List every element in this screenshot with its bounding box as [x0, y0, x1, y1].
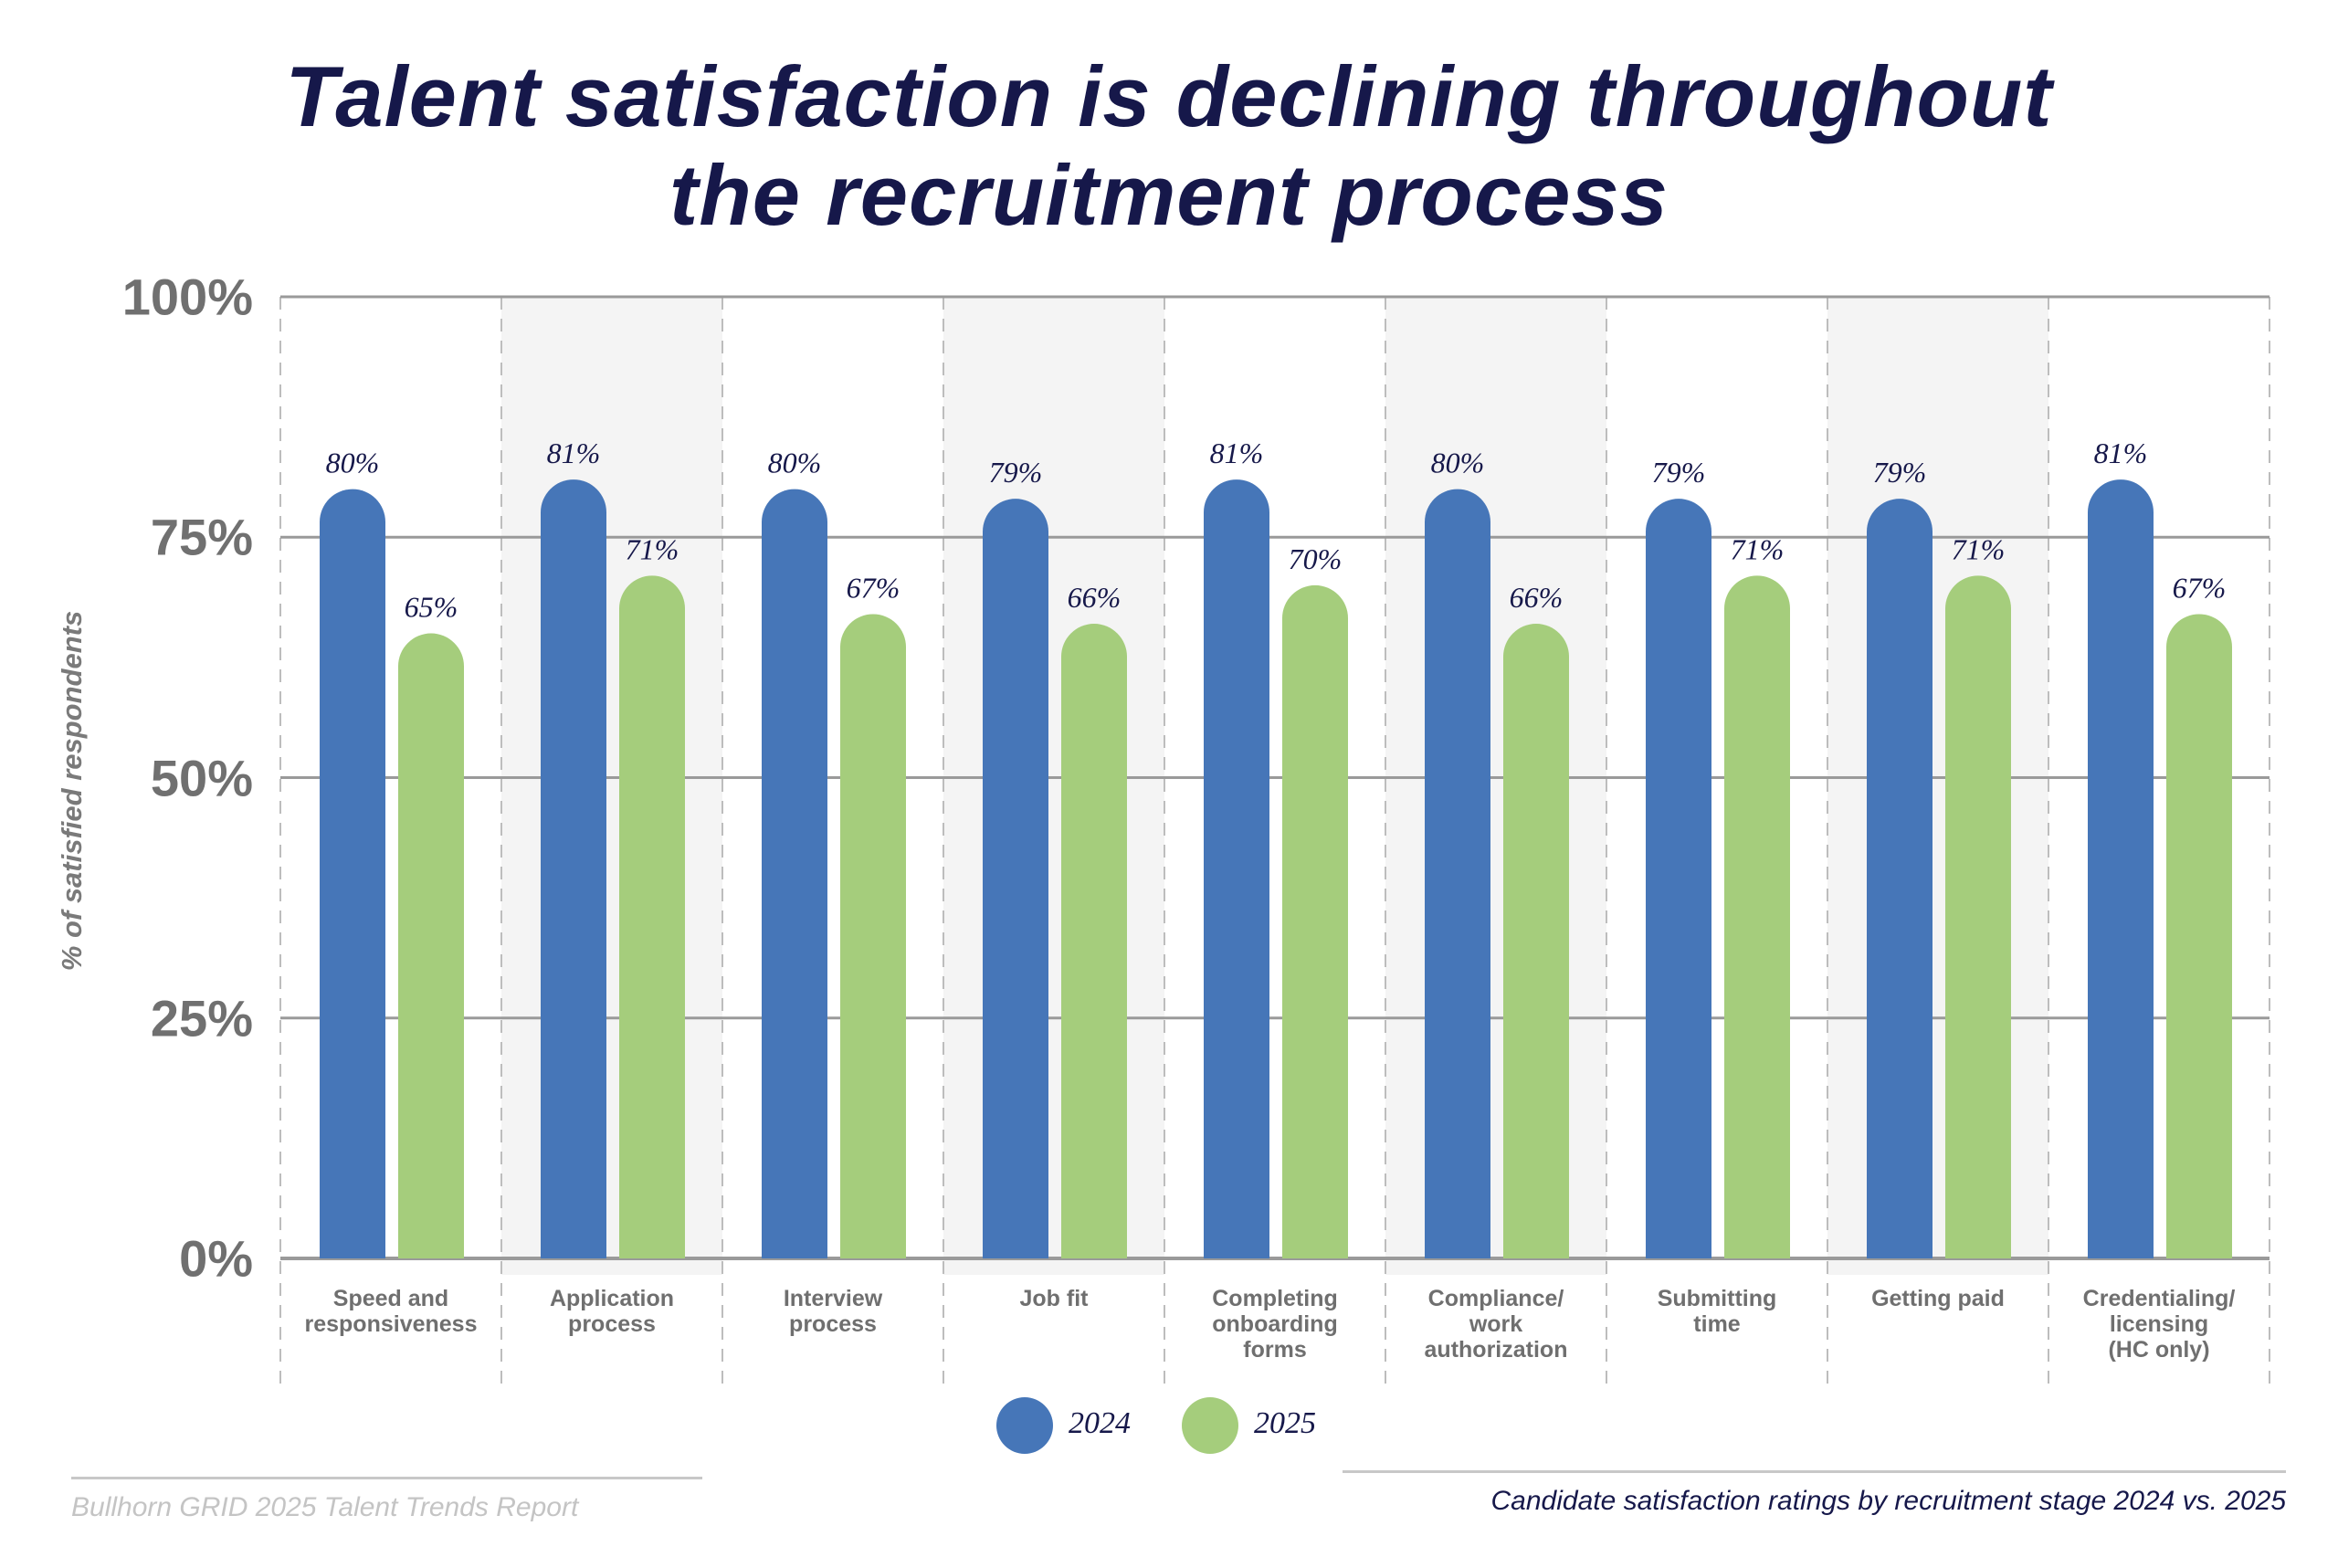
- x-category-label: Interview process: [722, 1286, 943, 1337]
- category-label-line: process: [789, 1311, 877, 1337]
- category-label-line: licensing: [2109, 1311, 2209, 1337]
- bar-2024: [541, 479, 606, 1258]
- data-label-2025: 67%: [2173, 571, 2227, 604]
- y-tick-label: 50%: [150, 749, 253, 806]
- chart-title: Talent satisfaction is declining through…: [0, 47, 2338, 245]
- category-label-line: Application: [549, 1286, 675, 1311]
- title-line-2: the recruitment process: [669, 147, 1669, 243]
- column-shade: [501, 297, 722, 1275]
- category-label-line: Credentialing/: [2082, 1286, 2236, 1311]
- bar-2025: [2166, 614, 2232, 1258]
- y-tick-label: 25%: [150, 989, 253, 1047]
- category-label-line: Interview: [783, 1286, 883, 1311]
- category-label-line: responsiveness: [304, 1311, 478, 1337]
- category-label-line: onboarding: [1212, 1311, 1338, 1337]
- category-label-line: Getting paid: [1871, 1286, 2005, 1311]
- data-label-2025: 65%: [405, 591, 458, 624]
- bar-2025: [619, 575, 685, 1258]
- legend-2024-label: 2024: [1069, 1406, 1131, 1440]
- x-category-label: Application process: [501, 1286, 722, 1337]
- bar-2025: [1061, 624, 1127, 1258]
- category-label-line: forms: [1243, 1337, 1307, 1363]
- category-label-line: Job fit: [1019, 1286, 1089, 1311]
- data-label-2024: 81%: [547, 437, 601, 469]
- data-label-2025: 67%: [847, 571, 900, 604]
- category-label-line: Compliance/: [1427, 1286, 1564, 1311]
- column-shade: [943, 297, 1164, 1275]
- data-label-2024: 79%: [1873, 456, 1927, 489]
- title-line-1: Talent satisfaction is declining through…: [285, 48, 2053, 144]
- y-tick-label: 0%: [179, 1229, 253, 1288]
- bar-2025: [1503, 624, 1569, 1258]
- bar-2024: [983, 499, 1048, 1258]
- bar-2025: [1282, 584, 1348, 1258]
- data-label-2024: 80%: [326, 447, 380, 479]
- legend-2025-label: 2025: [1254, 1406, 1316, 1440]
- category-label-line: (HC only): [2108, 1337, 2210, 1363]
- data-label-2024: 79%: [989, 456, 1043, 489]
- x-category-label: Credentialing/licensing (HC only): [2048, 1286, 2270, 1363]
- data-label-2024: 79%: [1652, 456, 1706, 489]
- category-label-line: Completing: [1212, 1286, 1338, 1311]
- bar-2025: [1724, 575, 1790, 1258]
- footer-left-rule: [71, 1477, 702, 1479]
- category-label-line: work: [1469, 1311, 1523, 1337]
- data-label-2024: 80%: [768, 447, 822, 479]
- data-label-2025: 66%: [1068, 581, 1122, 614]
- bar-2024: [320, 489, 385, 1258]
- column-shade: [1827, 297, 2048, 1275]
- source-note: Bullhorn GRID 2025 Talent Trends Report: [71, 1492, 579, 1522]
- bar-2024: [1867, 499, 1933, 1258]
- bar-2024: [1646, 499, 1711, 1258]
- bar-2024: [1425, 489, 1490, 1258]
- category-label-line: Submitting: [1657, 1286, 1777, 1311]
- data-label-2025: 66%: [1510, 581, 1564, 614]
- data-label-2024: 81%: [1210, 437, 1264, 469]
- x-category-label: Submitting time: [1606, 1286, 1827, 1337]
- chart-caption: Candidate satisfaction ratings by recrui…: [1490, 1486, 2287, 1516]
- category-label-line: Speed and: [332, 1286, 449, 1311]
- x-category-label: Getting paid: [1827, 1286, 2048, 1311]
- x-category-label: Completing onboarding forms: [1164, 1286, 1385, 1363]
- data-label-2024: 81%: [2094, 437, 2148, 469]
- y-tick-label: 75%: [150, 508, 253, 566]
- x-category-label: Speed and responsiveness: [280, 1286, 501, 1337]
- bar-2024: [1204, 479, 1269, 1258]
- data-label-2024: 80%: [1431, 447, 1485, 479]
- data-label-2025: 70%: [1289, 542, 1343, 575]
- bar-2024: [762, 489, 827, 1258]
- bar-2024: [2088, 479, 2154, 1258]
- bar-2025: [398, 633, 464, 1258]
- category-label-line: process: [568, 1311, 656, 1337]
- bar-2025: [1945, 575, 2011, 1258]
- x-category-label: Compliance/work authorization: [1385, 1286, 1606, 1363]
- data-label-2025: 71%: [1952, 532, 2006, 565]
- data-label-2025: 71%: [626, 532, 679, 565]
- category-label-line: authorization: [1424, 1337, 1568, 1363]
- bar-2025: [840, 614, 906, 1258]
- legend-2025-swatch: [1182, 1397, 1238, 1454]
- legend-2024-swatch: [996, 1397, 1053, 1454]
- x-category-label: Job fit: [943, 1286, 1164, 1311]
- y-tick-label: 100%: [121, 268, 253, 326]
- category-label-line: time: [1693, 1311, 1741, 1337]
- data-label-2025: 71%: [1731, 532, 1785, 565]
- column-shade: [1385, 297, 1606, 1275]
- footer-right-rule: [1343, 1470, 2286, 1473]
